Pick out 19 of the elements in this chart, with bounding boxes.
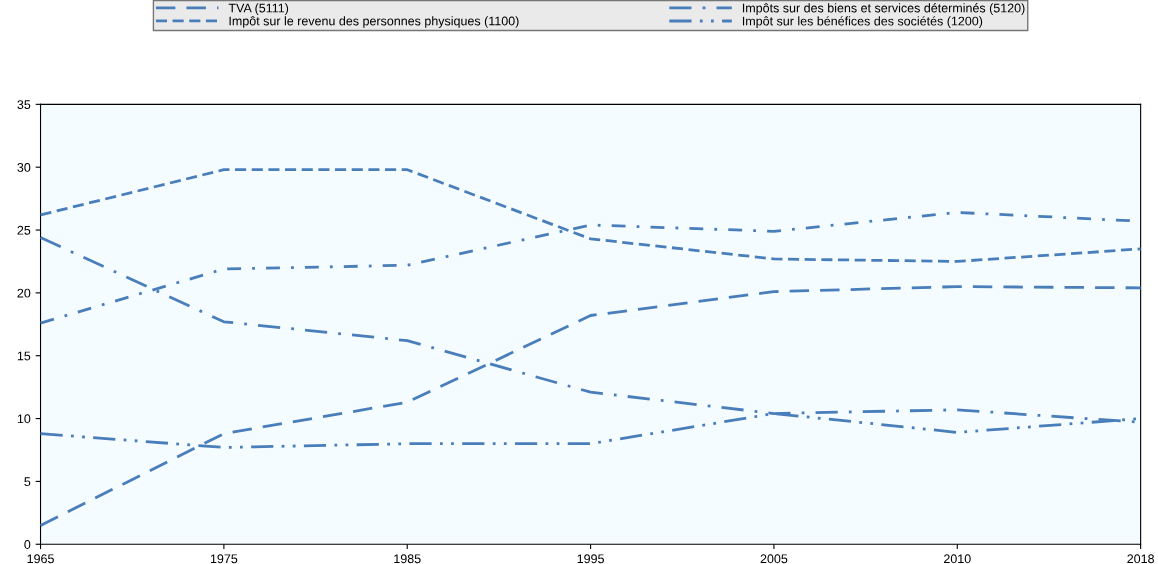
y-tick-label: 0 [24,540,31,549]
x-tick-label: 1965 [27,554,54,564]
y-tick-label: 20 [17,288,31,298]
y-tick-label: 10 [17,414,31,424]
x-tick-label: 2005 [760,554,788,564]
y-tick-label: 25 [17,225,31,235]
x-tick-label: 1975 [210,554,238,564]
y-tick-label: 30 [17,162,31,172]
x-tick-label: 1995 [577,554,604,564]
y-tick-label: 15 [17,351,31,361]
legend-label: Impôt sur le revenu des personnes physiques (1100) [229,16,519,28]
y-tick-label: 35 [17,100,31,109]
legend-label: Impôts sur des biens et services déterminés (5120) [742,3,1025,15]
x-tick-label: 1985 [394,554,421,564]
y-tick-label: 5 [24,477,31,487]
x-tick-label: 2018 [1127,554,1154,564]
x-tick-label: 2010 [944,554,971,564]
legend-label: Impôt sur les bénéfices des sociétés (1200) [742,16,983,28]
legend-label: TVA (5111) [228,3,289,15]
